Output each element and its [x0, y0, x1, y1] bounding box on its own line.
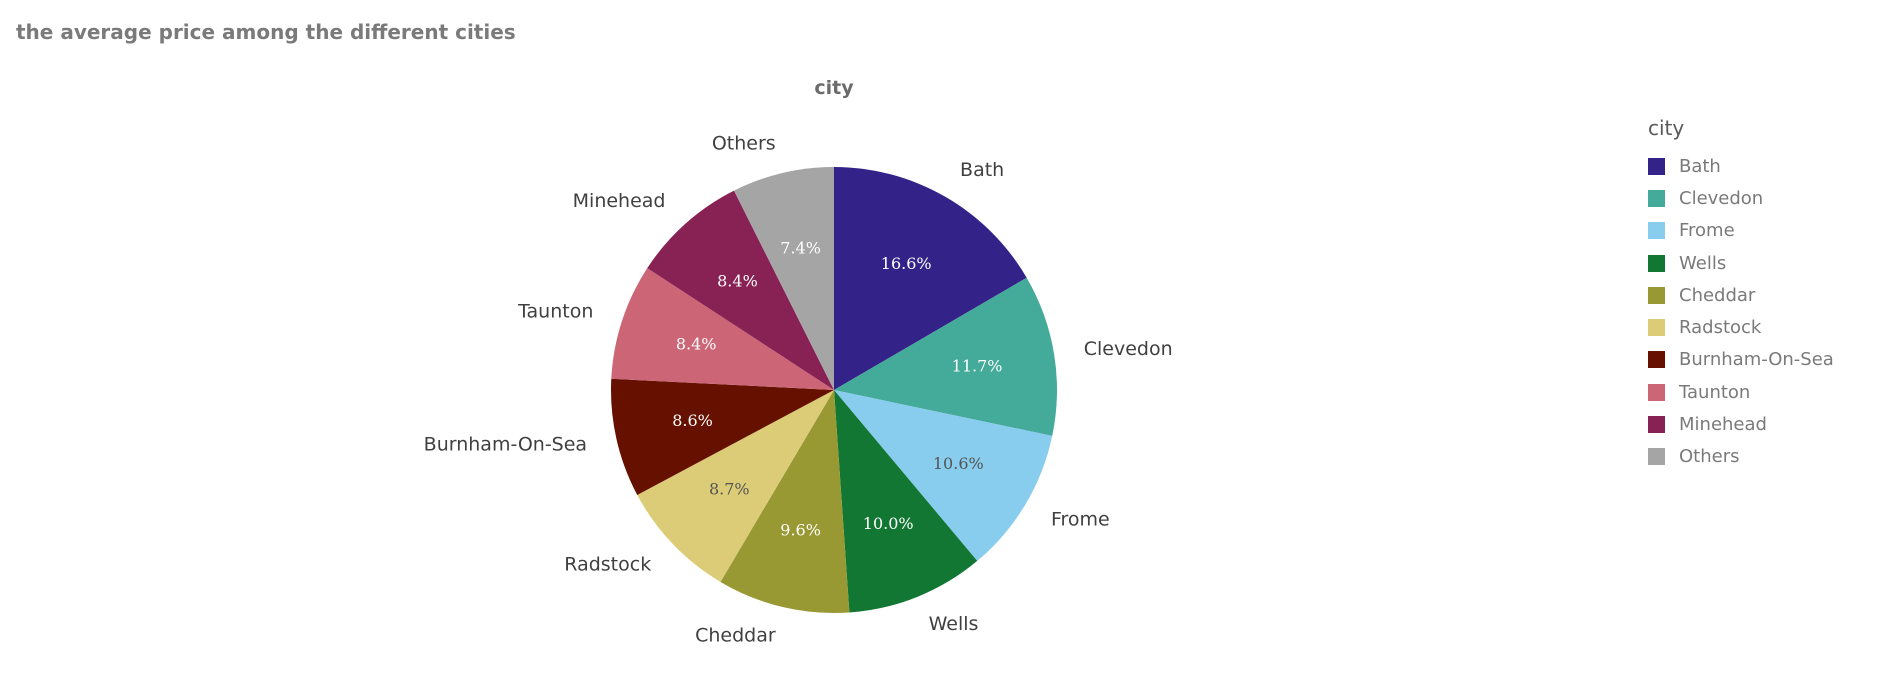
slice-value-label-burnham-on-sea: 8.6%	[672, 411, 713, 430]
legend-label-frome: Frome	[1679, 220, 1735, 242]
slice-category-label-bath: Bath	[960, 159, 1004, 181]
legend-title: city	[1648, 116, 1685, 140]
slice-category-label-burnham-on-sea: Burnham-On-Sea	[424, 434, 587, 456]
legend-label-others: Others	[1679, 446, 1740, 468]
legend-swatch-radstock	[1648, 319, 1665, 337]
legend-label-clevedon: Clevedon	[1679, 187, 1764, 209]
pie-slice-burnham-on-sea[interactable]	[611, 378, 834, 495]
slice-value-label-frome: 10.6%	[933, 454, 984, 473]
legend-swatch-bath	[1648, 157, 1665, 175]
legend-label-cheddar: Cheddar	[1679, 284, 1756, 306]
slice-value-label-radstock: 8.7%	[709, 480, 750, 499]
slice-value-label-taunton: 8.4%	[676, 335, 717, 354]
pie-labels: 16.6% Bath 11.7% Clevedon 10.6% Frome 10.0% Wel…	[424, 132, 1173, 646]
legend-item-burnham-on-sea[interactable]: Burnham-On-Sea	[1648, 344, 1834, 376]
slice-category-label-minehead: Minehead	[573, 190, 666, 212]
slice-category-label-taunton: Taunton	[517, 300, 593, 322]
slice-value-label-others: 7.4%	[780, 238, 821, 257]
slice-value-label-cheddar: 9.6%	[780, 521, 821, 540]
slice-value-label-wells: 10.0%	[863, 514, 914, 533]
legend-swatch-clevedon	[1648, 189, 1665, 207]
legend-item-minehead[interactable]: Minehead	[1648, 408, 1834, 440]
pie-slice-cheddar[interactable]	[720, 390, 850, 613]
legend-swatch-taunton	[1648, 383, 1665, 401]
pie-slice-minehead[interactable]	[647, 190, 834, 390]
legend-items: Bath Clevedon Frome Wells Cheddar Radstock Bur…	[1648, 150, 1834, 473]
legend-item-cheddar[interactable]: Cheddar	[1648, 279, 1834, 311]
legend: city Bath Clevedon Frome Wells Cheddar Radsto…	[1648, 116, 1834, 473]
chart-title: the average price among the different ci…	[16, 20, 516, 44]
slice-value-label-clevedon: 11.7%	[952, 356, 1003, 375]
legend-label-wells: Wells	[1679, 252, 1727, 274]
slice-category-label-frome: Frome	[1051, 509, 1110, 531]
legend-item-clevedon[interactable]: Clevedon	[1648, 182, 1834, 214]
legend-label-radstock: Radstock	[1679, 317, 1762, 339]
pie-slice-wells[interactable]	[834, 390, 978, 613]
legend-swatch-others	[1648, 448, 1665, 466]
legend-swatch-minehead	[1648, 416, 1665, 434]
legend-item-frome[interactable]: Frome	[1648, 215, 1834, 247]
legend-swatch-frome	[1648, 222, 1665, 240]
pie-slice-bath[interactable]	[834, 167, 1027, 390]
legend-swatch-cheddar	[1648, 286, 1665, 304]
legend-item-radstock[interactable]: Radstock	[1648, 311, 1834, 343]
slice-category-label-others: Others	[712, 132, 776, 154]
slice-value-label-bath: 16.6%	[881, 254, 932, 273]
pie-slices	[611, 167, 1057, 613]
pie-slice-others[interactable]	[734, 167, 834, 390]
legend-label-minehead: Minehead	[1679, 414, 1767, 436]
legend-label-burnham-on-sea: Burnham-On-Sea	[1679, 349, 1834, 371]
legend-item-wells[interactable]: Wells	[1648, 247, 1834, 279]
legend-item-bath[interactable]: Bath	[1648, 150, 1834, 182]
legend-swatch-burnham-on-sea	[1648, 351, 1665, 369]
pie-slice-taunton[interactable]	[611, 268, 834, 390]
pie-slice-clevedon[interactable]	[834, 277, 1057, 436]
slice-category-label-cheddar: Cheddar	[695, 625, 776, 647]
pie-slice-radstock[interactable]	[637, 390, 834, 582]
pie-slice-frome[interactable]	[834, 390, 1053, 561]
slice-category-label-radstock: Radstock	[564, 553, 651, 575]
legend-swatch-wells	[1648, 254, 1665, 272]
slice-category-label-wells: Wells	[929, 613, 979, 635]
legend-item-others[interactable]: Others	[1648, 441, 1834, 473]
dimension-title: city	[814, 77, 854, 99]
legend-item-taunton[interactable]: Taunton	[1648, 376, 1834, 408]
legend-label-bath: Bath	[1679, 155, 1721, 177]
slice-category-label-clevedon: Clevedon	[1084, 338, 1173, 360]
legend-label-taunton: Taunton	[1679, 381, 1751, 403]
slice-value-label-minehead: 8.4%	[717, 271, 758, 290]
